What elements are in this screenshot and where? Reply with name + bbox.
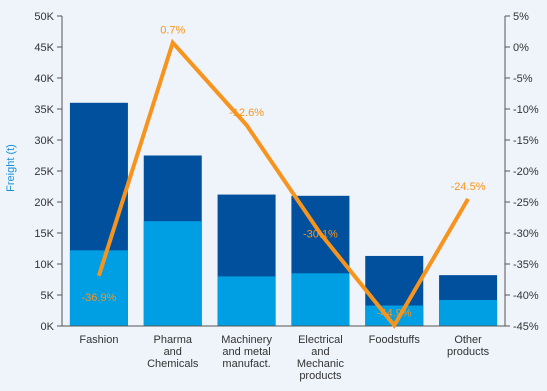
x-category-label: Other products — [447, 334, 490, 358]
line-data-label: -12.6% — [229, 107, 264, 119]
y2-tick-label: 5% — [513, 11, 529, 23]
bar-lower — [144, 221, 202, 326]
line-data-label: -24.5% — [451, 181, 486, 193]
y2-tick-label: -40% — [513, 290, 539, 302]
x-category-label-line: manufact. — [222, 358, 270, 370]
x-category-label-line: products — [299, 370, 342, 382]
y-tick-label: 0K — [41, 321, 55, 333]
y2-tick-label: -35% — [513, 259, 539, 271]
y2-tick-label: -25% — [513, 197, 539, 209]
line-data-label: -44.9% — [377, 307, 412, 319]
bar-lower — [70, 250, 128, 326]
y2-tick-label: -5% — [513, 73, 533, 85]
x-category-label-line: Foodstuffs — [369, 334, 421, 346]
line-data-label: -36.9% — [81, 292, 116, 304]
y-tick-label: 20K — [34, 197, 54, 209]
y-axis-label: Freight (t) — [5, 144, 17, 192]
x-category-label-line: Pharma — [153, 334, 192, 346]
y-tick-label: 10K — [34, 259, 54, 271]
line-data-label: 0.7% — [160, 25, 185, 37]
y-tick-label: 15K — [34, 228, 54, 240]
x-category-label: Electrical and Mechanic products — [297, 334, 345, 382]
y-tick-label: 50K — [34, 11, 54, 23]
x-category-label-line: and — [164, 346, 182, 358]
bars-total-group — [70, 103, 497, 326]
x-category-label-line: Electrical — [298, 334, 343, 346]
y-tick-label: 40K — [34, 73, 54, 85]
x-category-label-line: Fashion — [79, 334, 118, 346]
y-tick-label: 25K — [34, 166, 54, 178]
y2-tick-label: -15% — [513, 135, 539, 147]
y-tick-label: 30K — [34, 135, 54, 147]
y-tick-label: 5K — [41, 290, 55, 302]
x-category-label: Machinery and metal manufact. — [221, 334, 272, 370]
bar-lower — [218, 276, 276, 326]
line-data-label: -30.1% — [303, 229, 338, 241]
y2-tick-label: -20% — [513, 166, 539, 178]
bar-lower — [439, 300, 497, 326]
x-category-label: Pharma and Chemicals — [147, 334, 199, 370]
bar-lower — [291, 273, 349, 326]
x-category-label-line: Machinery — [221, 334, 272, 346]
x-category-label-line: Other — [454, 334, 482, 346]
x-category-label: Fashion — [79, 334, 118, 346]
x-category-label-line: Chemicals — [147, 358, 199, 370]
y2-tick-label: -10% — [513, 104, 539, 116]
y2-tick-label: -45% — [513, 321, 539, 333]
x-category-label-line: Mechanic — [297, 358, 345, 370]
x-category-label-line: and metal — [222, 346, 270, 358]
bars-lower-group — [70, 221, 497, 326]
y2-tick-label: 0% — [513, 42, 529, 54]
y-tick-label: 45K — [34, 42, 54, 54]
y2-tick-label: -30% — [513, 228, 539, 240]
y-tick-label: 35K — [34, 104, 54, 116]
x-category-label-line: products — [447, 346, 490, 358]
x-category-label-line: and — [311, 346, 329, 358]
x-category-label: Foodstuffs — [369, 334, 421, 346]
